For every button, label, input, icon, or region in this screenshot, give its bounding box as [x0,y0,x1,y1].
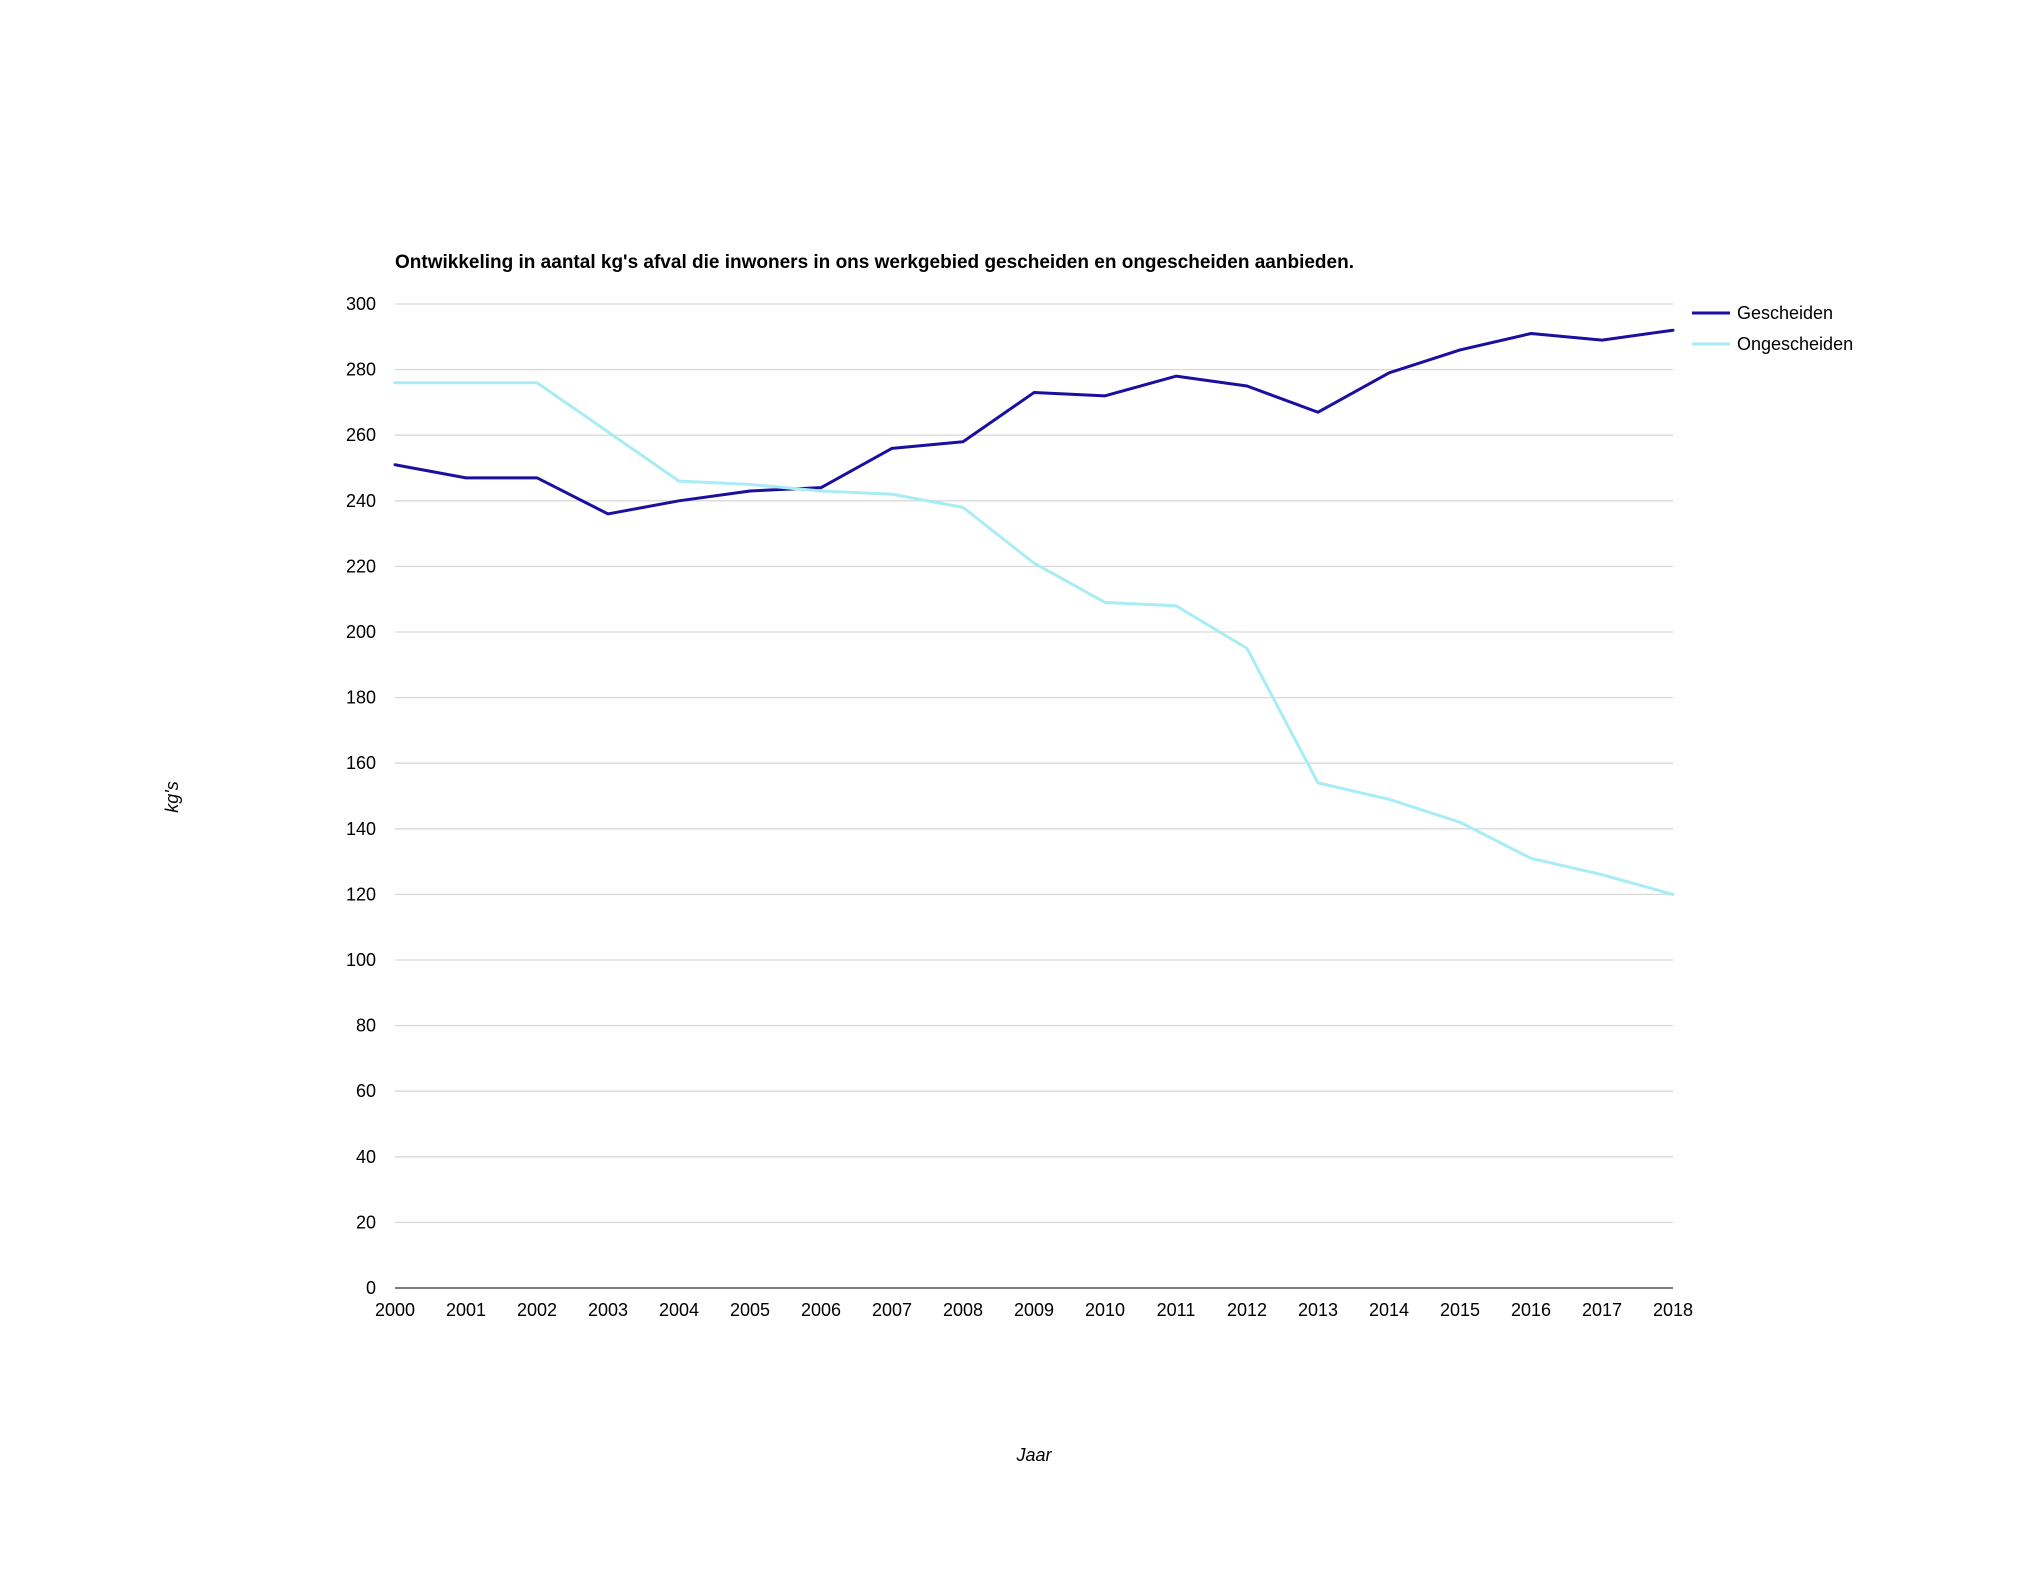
series-line [393,381,1675,896]
y-tick-label: 120 [346,884,376,904]
series-gescheiden [393,328,1675,516]
x-tick-label: 2013 [1298,1300,1338,1320]
x-tick-label: 2003 [588,1300,628,1320]
x-tick-label: 2007 [872,1300,912,1320]
x-axis-label: Jaar [1015,1445,1052,1465]
x-tick-label: 2000 [375,1300,415,1320]
legend-label: Gescheiden [1737,303,1833,323]
y-tick-label: 200 [346,622,376,642]
x-tick-label: 2015 [1440,1300,1480,1320]
y-tick-label: 240 [346,491,376,511]
y-tick-label: 300 [346,294,376,314]
y-tick-label: 280 [346,360,376,380]
series-line [393,328,1675,516]
y-tick-label: 0 [366,1278,376,1298]
y-tick-label: 260 [346,425,376,445]
y-tick-label: 220 [346,556,376,576]
y-axis-label: kg's [162,781,182,812]
series-lines [393,328,1675,896]
x-tick-label: 2012 [1227,1300,1267,1320]
y-tick-label: 100 [346,950,376,970]
y-tick-label: 40 [356,1147,376,1167]
legend: Gescheiden Ongescheiden [1692,303,1853,354]
series-ongescheiden [393,381,1675,896]
y-tick-label: 80 [356,1016,376,1036]
x-tick-label: 2010 [1085,1300,1125,1320]
y-axis-ticks: 0 20 40 60 80 100 120 140 160 180 200 220 240 260 280 3… [346,294,376,1298]
legend-label: Ongescheiden [1737,334,1853,354]
x-tick-label: 2016 [1511,1300,1551,1320]
y-tick-label: 140 [346,819,376,839]
y-tick-label: 160 [346,753,376,773]
gridlines [395,303,1673,1224]
y-tick-label: 60 [356,1081,376,1101]
y-tick-label: 180 [346,688,376,708]
x-tick-label: 2018 [1653,1300,1693,1320]
y-tick-label: 20 [356,1212,376,1232]
x-tick-label: 2005 [730,1300,770,1320]
x-tick-label: 2009 [1014,1300,1054,1320]
legend-item: Ongescheiden [1692,334,1853,354]
legend-item: Gescheiden [1692,303,1833,323]
x-tick-label: 2014 [1369,1300,1409,1320]
x-tick-label: 2006 [801,1300,841,1320]
x-axis-ticks: 2000 2001 2002 2003 2004 2005 2006 2007 2008 2009… [375,1300,1693,1320]
x-tick-label: 2011 [1157,1300,1196,1320]
x-tick-label: 2001 [446,1300,486,1320]
x-tick-label: 2008 [943,1300,983,1320]
x-tick-label: 2017 [1582,1300,1622,1320]
x-tick-label: 2004 [659,1300,699,1320]
chart-title: Ontwikkeling in aantal kg's afval die in… [395,252,1354,273]
x-tick-label: 2002 [517,1300,557,1320]
